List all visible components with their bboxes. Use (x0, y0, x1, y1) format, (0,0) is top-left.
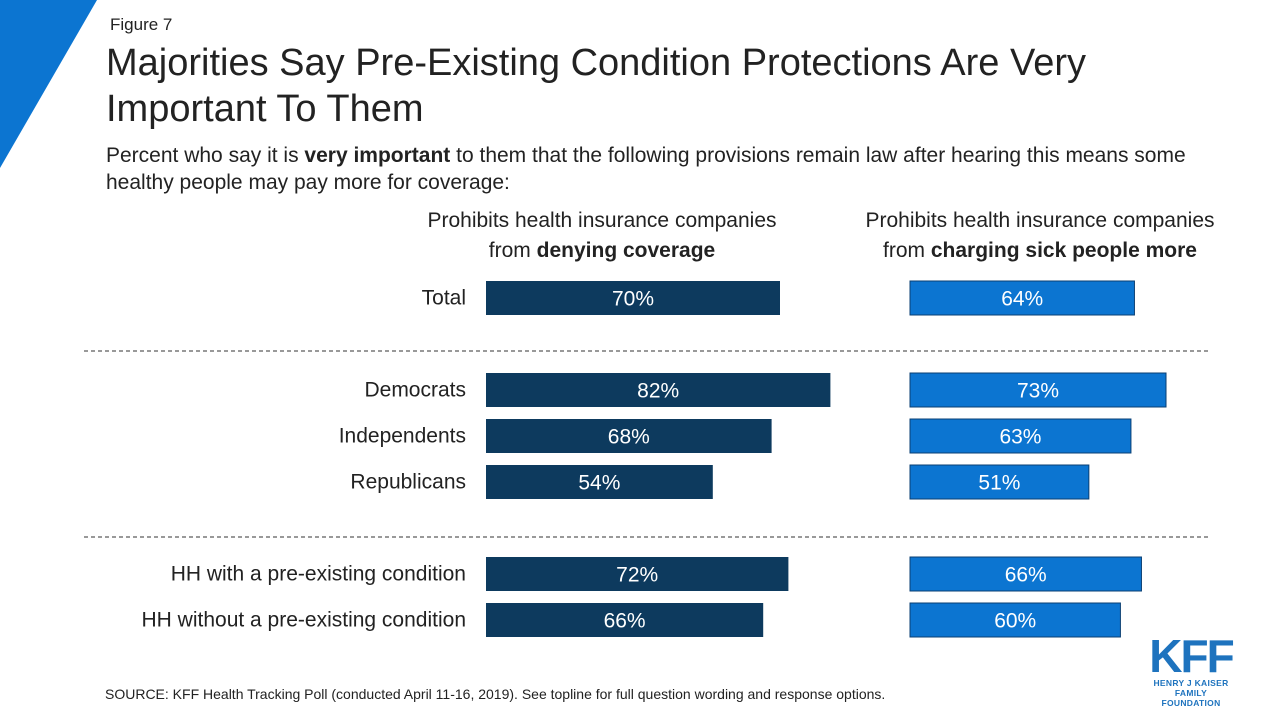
bar-denying-coverage-republicans (486, 465, 713, 499)
bar-charging-sick-republicans (909, 464, 1090, 500)
bar-denying-coverage-democrats (486, 373, 831, 407)
source-note: SOURCE: KFF Health Tracking Poll (conduc… (105, 686, 886, 702)
data-label-charging-sick-total: 64% (1001, 288, 1043, 311)
subtitle-pre: Percent who say it is (106, 144, 305, 167)
data-label-denying-coverage-hh-without-a-pre-existing-condition: 66% (604, 610, 646, 633)
category-label-democrats: Democrats (364, 379, 466, 402)
bar-denying-coverage-total (486, 281, 780, 315)
category-label-hh-without-a-pre-existing-condition: HH without a pre-existing condition (142, 609, 467, 632)
category-label-total: Total (422, 287, 466, 310)
bar-charging-sick-democrats (909, 372, 1167, 408)
column-header-line1: Prohibits health insurance companies (427, 209, 777, 232)
data-label-charging-sick-hh-without-a-pre-existing-condition: 60% (994, 610, 1036, 633)
column-header-line1: Prohibits health insurance companies (865, 209, 1215, 232)
data-label-denying-coverage-independents: 68% (608, 426, 650, 449)
corner-decoration (0, 0, 97, 168)
bar-charging-sick-hh-without-a-pre-existing-condition (909, 602, 1121, 638)
bar-denying-coverage-independents (486, 419, 772, 453)
column-header-line2-bold: charging sick people more (930, 239, 1197, 262)
data-label-charging-sick-republicans: 51% (978, 472, 1020, 495)
bar-denying-coverage-hh-without-a-pre-existing-condition (486, 603, 764, 637)
bar-denying-coverage-hh-with-a-pre-existing-condition (486, 557, 789, 591)
data-label-charging-sick-democrats: 73% (1017, 380, 1059, 403)
bar-charging-sick-independents (909, 418, 1132, 454)
category-label-hh-with-a-pre-existing-condition: HH with a pre-existing condition (171, 563, 466, 586)
bar-charging-sick-hh-with-a-pre-existing-condition (909, 556, 1142, 592)
subtitle-post: to them that the following provisions re… (106, 144, 1186, 194)
column-header-line2-pre: from (488, 239, 537, 262)
column-header-denying-coverage: Prohibits health insurance companies fro… (395, 206, 809, 266)
column-header-line2: from charging sick people more (832, 236, 1248, 266)
column-header-charging-sick: Prohibits health insurance companies fro… (832, 206, 1248, 266)
bar-charging-sick-total (909, 280, 1135, 316)
logo-line2: FAMILY FOUNDATION (1161, 688, 1221, 708)
subtitle-bold: very important (304, 144, 451, 167)
category-label-independents: Independents (339, 425, 466, 448)
column-header-line2-bold: denying coverage (536, 239, 716, 262)
kff-logo: KFF HENRY J KAISER FAMILY FOUNDATION (1145, 630, 1237, 708)
column-header-line2: from denying coverage (395, 236, 809, 266)
logo-mark: KFF (1149, 630, 1234, 682)
data-label-charging-sick-hh-with-a-pre-existing-condition: 66% (1005, 564, 1047, 587)
data-label-denying-coverage-total: 70% (612, 288, 654, 311)
column-header-line2-pre: from (883, 239, 931, 262)
category-label-republicans: Republicans (350, 471, 466, 494)
chart-title: Majorities Say Pre-Existing Condition Pr… (106, 42, 1086, 130)
data-label-charging-sick-independents: 63% (999, 426, 1041, 449)
figure-label: Figure 7 (110, 15, 173, 34)
data-label-denying-coverage-hh-with-a-pre-existing-condition: 72% (616, 564, 658, 587)
data-label-denying-coverage-democrats: 82% (637, 380, 679, 403)
chart-subtitle: Percent who say it is very important to … (106, 142, 1226, 196)
data-label-denying-coverage-republicans: 54% (578, 472, 620, 495)
logo-line1: HENRY J KAISER (1153, 678, 1229, 688)
